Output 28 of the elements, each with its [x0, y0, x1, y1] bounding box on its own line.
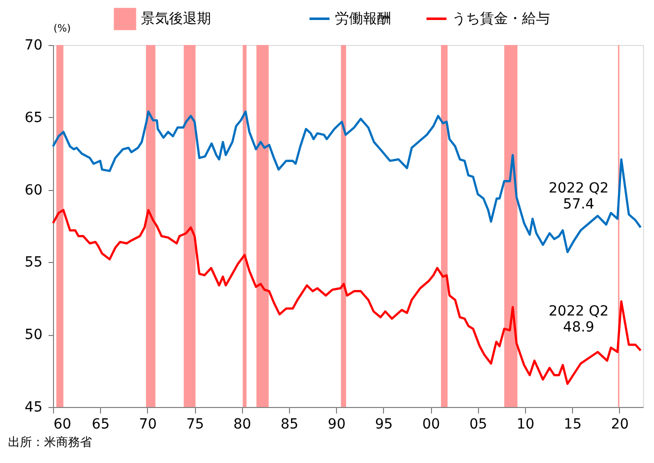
annotation: 2022 Q2 57.4 — [548, 180, 609, 212]
x-tick-label: 80 — [233, 416, 252, 432]
y-tick-label: 45 — [24, 400, 42, 416]
y-tick-label: 65 — [24, 110, 42, 126]
legend-label: 労働報酬 — [335, 10, 391, 27]
x-tick-label: 65 — [92, 416, 110, 432]
x-tick-label: 85 — [280, 416, 298, 432]
x-tick-label: 20 — [610, 416, 629, 432]
x-tick-label: 05 — [469, 416, 488, 432]
x-tick-label: 60 — [54, 416, 72, 432]
legend-label: うち賃金・給与 — [452, 10, 550, 27]
line-series — [52, 208, 642, 385]
annotation: 2022 Q2 48.9 — [548, 304, 609, 336]
y-tick-label: 55 — [24, 254, 42, 271]
y-tick-label: 60 — [24, 182, 42, 198]
text: 出所：米商務省 — [8, 435, 92, 449]
line-series — [52, 110, 642, 254]
x-tick-label: 90 — [328, 416, 346, 432]
x-tick-label: 75 — [186, 416, 204, 432]
y-axis-title: (%) — [54, 24, 71, 34]
x-tick-label: 10 — [516, 416, 534, 432]
y-tick-label: 50 — [24, 327, 42, 344]
y-tick-label: 70 — [24, 38, 42, 54]
x-tick-label: 00 — [422, 416, 440, 432]
x-tick-label: 95 — [374, 416, 393, 432]
x-tick-label: 70 — [138, 416, 157, 432]
legend-label: 景気後退期 — [141, 11, 211, 27]
x-tick-label: 15 — [564, 416, 582, 432]
